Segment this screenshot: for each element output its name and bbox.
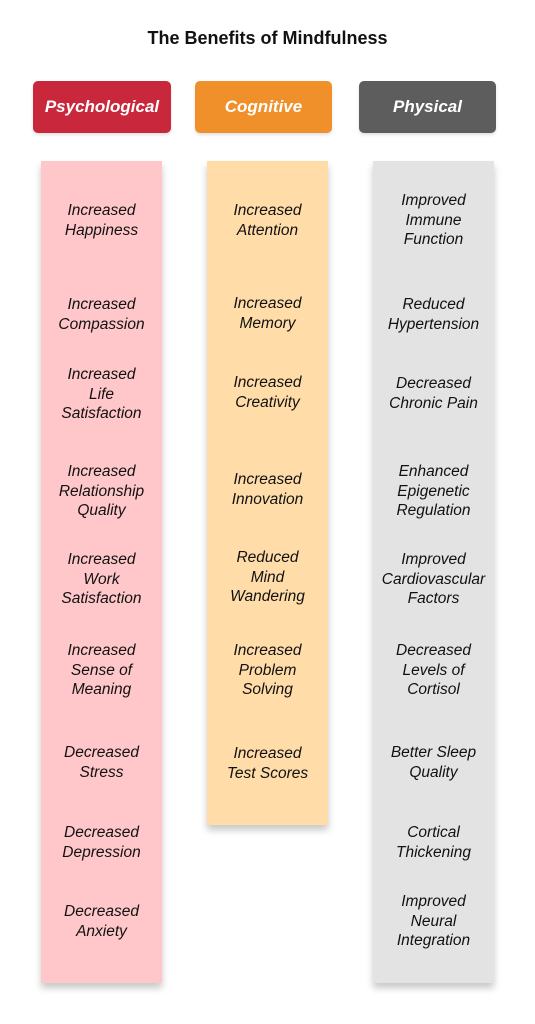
cognitive-column: Increased Attention Increased Memory Inc… — [207, 161, 328, 825]
psychological-header: Psychological — [33, 81, 171, 133]
cognitive-item: Increased Innovation — [231, 471, 304, 508]
cognitive-item: Increased Memory — [233, 295, 302, 332]
physical-item: Improved Neural Integration — [396, 893, 471, 949]
cognitive-item: Reduced Mind Wandering — [230, 549, 305, 605]
psychological-item: Decreased Depression — [62, 824, 141, 861]
physical-column: Improved Immune Function Reduced Hyperte… — [373, 161, 494, 983]
diagram-title: The Benefits of Mindfulness — [147, 28, 388, 48]
psychological-item: Decreased Anxiety — [64, 903, 139, 940]
physical-item: Enhanced Epigenetic Regulation — [396, 463, 471, 519]
psychological-item: Increased Relationship Quality — [58, 463, 145, 519]
cognitive-item: Increased Attention — [233, 202, 302, 239]
physical-item: Decreased Levels of Cortisol — [396, 642, 471, 698]
physical-header: Physical — [359, 81, 496, 133]
physical-item: Improved Cardiovascular Factors — [381, 551, 486, 607]
psychological-item: Increased Work Satisfaction — [61, 551, 142, 607]
physical-item: Better Sleep Quality — [390, 744, 477, 781]
physical-item: Cortical Thickening — [396, 824, 471, 861]
psychological-item: Increased Sense of Meaning — [67, 642, 136, 698]
cognitive-item: Increased Creativity — [233, 374, 302, 411]
cognitive-item: Increased Problem Solving — [233, 642, 302, 698]
psychological-item: Increased Compassion — [58, 296, 145, 333]
psychological-item: Increased Life Satisfaction — [61, 366, 142, 422]
psychological-column: Increased Happiness Increased Compassion… — [41, 161, 162, 983]
physical-item: Decreased Chronic Pain — [389, 375, 478, 412]
psychological-item: Decreased Stress — [64, 744, 139, 781]
psychological-item: Increased Happiness — [64, 202, 139, 239]
cognitive-header: Cognitive — [195, 81, 332, 133]
physical-item: Reduced Hypertension — [387, 296, 480, 333]
physical-item: Improved Immune Function — [401, 192, 466, 248]
cognitive-item: Increased Test Scores — [226, 745, 309, 782]
